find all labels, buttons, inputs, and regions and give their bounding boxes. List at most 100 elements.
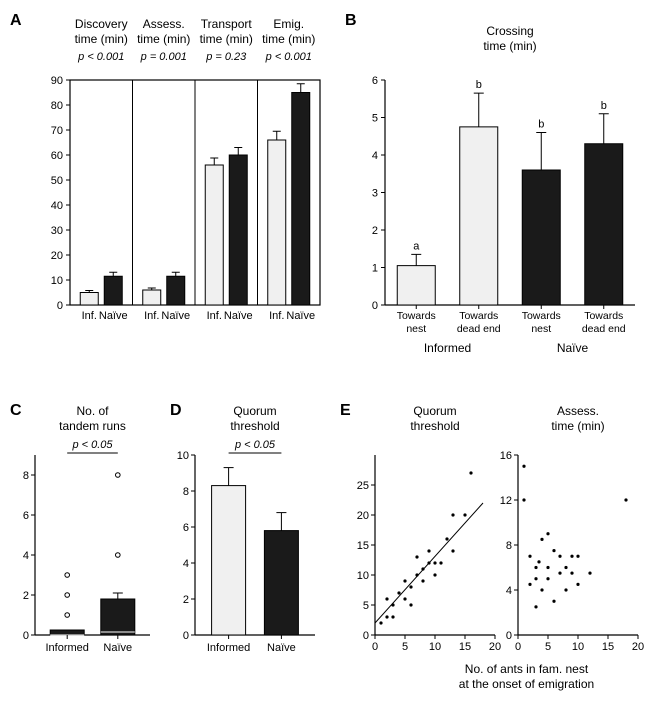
- svg-text:Naïve: Naïve: [103, 642, 132, 654]
- scatter-dot: [564, 566, 567, 569]
- svg-text:p < 0.05: p < 0.05: [234, 439, 276, 451]
- svg-text:15: 15: [357, 540, 369, 552]
- svg-text:Naïve: Naïve: [557, 341, 589, 355]
- bar: [460, 127, 498, 305]
- scatter-dot: [463, 513, 466, 516]
- svg-text:Assess.: Assess.: [557, 404, 599, 418]
- svg-text:B: B: [345, 12, 357, 29]
- svg-text:2: 2: [23, 590, 29, 602]
- svg-text:Naïve: Naïve: [99, 310, 128, 322]
- bar: [522, 170, 560, 305]
- scatter-dot: [451, 549, 454, 552]
- svg-text:6: 6: [372, 75, 378, 87]
- svg-text:threshold: threshold: [410, 419, 459, 433]
- svg-text:p < 0.001: p < 0.001: [77, 51, 124, 63]
- panel-c: CNo. oftandem runsp < 0.0502468InformedN…: [10, 402, 150, 654]
- scatter-dot: [564, 588, 567, 591]
- svg-text:time (min): time (min): [551, 419, 604, 433]
- svg-text:5: 5: [372, 113, 378, 125]
- svg-text:Assess.: Assess.: [143, 17, 185, 31]
- svg-text:Transport: Transport: [201, 17, 253, 31]
- svg-text:nest: nest: [406, 323, 426, 335]
- svg-text:4: 4: [506, 585, 512, 597]
- scatter-dot: [379, 621, 382, 624]
- svg-text:nest: nest: [531, 323, 551, 335]
- svg-text:Naïve: Naïve: [224, 310, 253, 322]
- svg-text:b: b: [538, 119, 544, 131]
- svg-text:Inf.: Inf.: [82, 310, 97, 322]
- scatter-dot: [546, 577, 549, 580]
- svg-text:time (min): time (min): [137, 32, 190, 46]
- svg-text:15: 15: [459, 641, 471, 653]
- panel-a: A0102030405060708090Discoverytime (min)p…: [10, 12, 320, 322]
- svg-text:a: a: [413, 240, 420, 252]
- bar: [143, 290, 161, 305]
- svg-text:p = 0.001: p = 0.001: [140, 51, 187, 63]
- scatter-dot: [552, 549, 555, 552]
- svg-text:Towards: Towards: [584, 310, 623, 322]
- svg-text:dead end: dead end: [457, 323, 501, 335]
- svg-text:20: 20: [489, 641, 501, 653]
- svg-text:Towards: Towards: [459, 310, 498, 322]
- scatter-dot: [427, 549, 430, 552]
- scatter-dot: [409, 603, 412, 606]
- svg-text:time (min): time (min): [200, 32, 253, 46]
- svg-text:0: 0: [372, 641, 378, 653]
- scatter-dot: [403, 597, 406, 600]
- scatter-dot: [546, 566, 549, 569]
- svg-text:20: 20: [632, 641, 644, 653]
- svg-text:C: C: [10, 402, 22, 419]
- svg-text:3: 3: [372, 188, 378, 200]
- scatter-dot: [469, 471, 472, 474]
- svg-text:30: 30: [51, 225, 63, 237]
- fit-line: [375, 503, 483, 623]
- svg-text:p = 0.23: p = 0.23: [205, 51, 247, 63]
- svg-text:Towards: Towards: [397, 310, 436, 322]
- scatter-dot: [552, 600, 555, 603]
- scatter-dot: [546, 532, 549, 535]
- svg-text:0: 0: [183, 630, 189, 642]
- svg-text:Emig.: Emig.: [273, 17, 304, 31]
- scatter-dot: [558, 572, 561, 575]
- bar: [229, 155, 247, 305]
- panel-d: DQuorumthresholdp < 0.050246810InformedN…: [170, 402, 315, 654]
- outlier-dot: [65, 573, 70, 578]
- bar: [397, 266, 435, 305]
- scatter-dot: [421, 579, 424, 582]
- svg-text:Inf.: Inf.: [207, 310, 222, 322]
- bar: [212, 486, 246, 635]
- svg-text:Discovery: Discovery: [75, 17, 128, 31]
- svg-text:Crossing: Crossing: [486, 24, 533, 38]
- scatter-dot: [391, 615, 394, 618]
- svg-text:2: 2: [372, 225, 378, 237]
- svg-text:10: 10: [429, 641, 441, 653]
- svg-text:20: 20: [51, 250, 63, 262]
- svg-text:4: 4: [372, 150, 378, 162]
- box: [50, 630, 84, 635]
- svg-text:time (min): time (min): [262, 32, 315, 46]
- bar: [268, 140, 286, 305]
- svg-text:Quorum: Quorum: [413, 404, 456, 418]
- scatter-dot: [540, 538, 543, 541]
- scatter-dot: [534, 605, 537, 608]
- scatter-dot: [588, 572, 591, 575]
- svg-text:60: 60: [51, 150, 63, 162]
- bar: [292, 93, 310, 306]
- scatter-dot: [534, 577, 537, 580]
- scatter-dot: [576, 583, 579, 586]
- svg-text:time (min): time (min): [75, 32, 128, 46]
- svg-text:Informed: Informed: [45, 642, 88, 654]
- figure-canvas: A0102030405060708090Discoverytime (min)p…: [0, 0, 650, 716]
- svg-text:No. of ants in fam. nest: No. of ants in fam. nest: [465, 662, 589, 676]
- scatter-dot: [403, 579, 406, 582]
- svg-text:0: 0: [23, 630, 29, 642]
- svg-text:90: 90: [51, 75, 63, 87]
- outlier-dot: [116, 553, 121, 558]
- outlier-dot: [65, 593, 70, 598]
- scatter-dot: [397, 591, 400, 594]
- svg-text:10: 10: [51, 275, 63, 287]
- svg-text:b: b: [601, 100, 607, 112]
- svg-text:threshold: threshold: [230, 419, 279, 433]
- bar: [104, 276, 122, 305]
- scatter-dot: [570, 572, 573, 575]
